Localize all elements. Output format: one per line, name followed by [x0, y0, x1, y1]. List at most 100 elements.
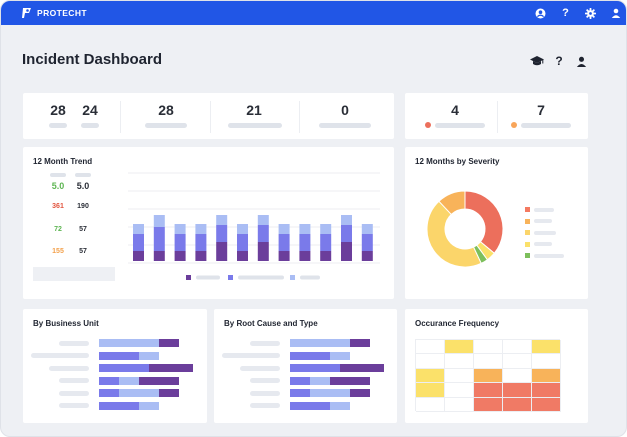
hbar-segment-mid[interactable] [290, 401, 330, 410]
trend-bar-dark[interactable] [195, 251, 207, 261]
trend-bar-mid[interactable] [278, 234, 290, 251]
trend-bar-dark[interactable] [361, 251, 373, 261]
trend-bar-mid[interactable] [216, 225, 228, 242]
trend-bar-light[interactable] [195, 224, 207, 234]
heatmap-cell[interactable] [445, 340, 474, 355]
heatmap-cell[interactable] [474, 383, 503, 398]
heatmap-cell[interactable] [445, 368, 474, 384]
brand-logo[interactable]: PROTECHT [21, 7, 87, 19]
trend-bar-dark[interactable] [257, 242, 269, 261]
trend-bar-light[interactable] [278, 224, 290, 234]
heatmap-cell[interactable] [532, 340, 561, 355]
hbar-segment-light[interactable] [330, 351, 350, 360]
heatmap-cell[interactable] [474, 397, 503, 412]
donut-slice[interactable] [464, 190, 504, 254]
trend-bar-dark[interactable] [153, 251, 165, 261]
hbar-segment-mid[interactable] [290, 351, 330, 360]
donut-slice[interactable] [426, 200, 482, 268]
trend-bar-light[interactable] [257, 215, 269, 225]
hbar-segment-dark[interactable] [139, 376, 179, 385]
trend-bar-mid[interactable] [361, 234, 373, 251]
kpi-4[interactable]: 21 [226, 93, 282, 139]
trend-bar-mid[interactable] [153, 227, 165, 251]
heatmap-cell[interactable] [532, 383, 561, 398]
trend-bar-mid[interactable] [133, 234, 144, 251]
heatmap-cell[interactable] [445, 354, 474, 369]
hbar-segment-dark[interactable] [340, 364, 384, 372]
donut-slice[interactable] [438, 190, 466, 216]
heatmap-cell[interactable] [503, 383, 532, 398]
trend-bar-dark[interactable] [216, 242, 228, 261]
trend-bar-light[interactable] [153, 215, 165, 227]
hbar-segment-dark[interactable] [159, 339, 179, 347]
heatmap-cell[interactable] [474, 340, 503, 355]
trend-bar-dark[interactable] [341, 242, 352, 261]
heatmap-cell[interactable] [503, 354, 532, 369]
hbar-segment-light[interactable] [290, 339, 350, 347]
severity-kpi-2[interactable]: 7 [509, 93, 573, 139]
hbar-segment-mid[interactable] [290, 389, 310, 397]
heatmap-cell[interactable] [503, 368, 532, 384]
help-icon[interactable]: ? [555, 54, 563, 68]
heatmap-cell[interactable] [474, 354, 503, 369]
kpi-5[interactable]: 0 [319, 93, 371, 139]
trend-bar-mid[interactable] [299, 234, 311, 251]
severity-kpi-1[interactable]: 4 [423, 93, 487, 139]
hbar-segment-light[interactable] [310, 389, 350, 397]
graduation-cap-icon[interactable] [530, 54, 544, 68]
user-icon[interactable] [603, 1, 626, 25]
kpi-3[interactable]: 28 [141, 93, 191, 139]
hbar-segment-mid[interactable] [99, 389, 119, 397]
hbar-segment-light[interactable] [119, 376, 139, 385]
hbar-segment-light[interactable] [330, 401, 350, 410]
trend-bar-dark[interactable] [299, 251, 311, 261]
hbar-segment-mid[interactable] [99, 376, 119, 385]
trend-bar-mid[interactable] [195, 234, 207, 251]
hbar-segment-mid[interactable] [290, 364, 340, 372]
help-icon[interactable]: ? [562, 7, 569, 19]
kpi-2[interactable]: 24 [77, 93, 103, 139]
hbar-segment-dark[interactable] [350, 389, 370, 397]
trend-bar-light[interactable] [216, 215, 228, 225]
heatmap-cell[interactable] [416, 368, 445, 384]
trend-bar-mid[interactable] [257, 225, 269, 242]
heatmap-cell[interactable] [503, 340, 532, 355]
heatmap-cell[interactable] [532, 397, 561, 412]
trend-bar-dark[interactable] [278, 251, 290, 261]
hbar-segment-mid[interactable] [99, 351, 139, 360]
trend-bar-mid[interactable] [237, 234, 248, 251]
trend-bar-light[interactable] [299, 224, 311, 234]
hbar-segment-light[interactable] [139, 351, 159, 360]
trend-bar-light[interactable] [133, 224, 144, 234]
kpi-1[interactable]: 28 [45, 93, 71, 139]
heatmap-cell[interactable] [416, 340, 445, 355]
hbar-segment-dark[interactable] [159, 389, 179, 397]
user-circle-icon[interactable] [528, 1, 553, 25]
trend-bar-mid[interactable] [320, 234, 332, 251]
trend-bar-dark[interactable] [237, 251, 248, 261]
heatmap-cell[interactable] [474, 368, 503, 384]
heatmap-cell[interactable] [503, 397, 532, 412]
user-icon[interactable] [574, 54, 588, 68]
hbar-segment-light[interactable] [99, 339, 159, 347]
trend-bar-light[interactable] [320, 224, 332, 234]
hbar-segment-dark[interactable] [149, 364, 193, 372]
hbar-segment-dark[interactable] [350, 339, 370, 347]
heatmap-cell[interactable] [445, 383, 474, 398]
trend-bar-mid[interactable] [341, 225, 352, 242]
hbar-segment-light[interactable] [119, 389, 159, 397]
trend-bar-light[interactable] [237, 224, 248, 234]
heatmap-cell[interactable] [416, 383, 445, 398]
hbar-segment-light[interactable] [310, 376, 330, 385]
hbar-segment-mid[interactable] [99, 364, 149, 372]
trend-bar-dark[interactable] [174, 251, 186, 261]
heatmap-cell[interactable] [445, 397, 474, 412]
heatmap-cell[interactable] [532, 368, 561, 384]
gear-icon[interactable] [578, 1, 603, 25]
hbar-segment-light[interactable] [139, 401, 159, 410]
trend-bar-dark[interactable] [133, 251, 144, 261]
trend-bar-light[interactable] [361, 224, 373, 234]
heatmap-cell[interactable] [416, 397, 445, 412]
heatmap-cell[interactable] [416, 354, 445, 369]
hbar-segment-mid[interactable] [99, 401, 139, 410]
